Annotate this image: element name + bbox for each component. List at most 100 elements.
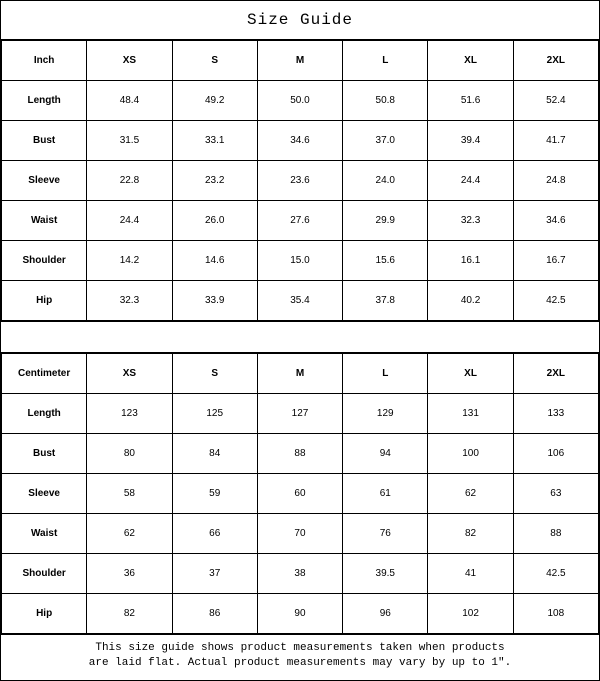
cell: 49.2 [172, 81, 257, 121]
size-col-xs: XS [87, 41, 172, 81]
cell: 22.8 [87, 161, 172, 201]
cell: 24.4 [87, 201, 172, 241]
cell: 127 [257, 394, 342, 434]
cell: 82 [87, 594, 172, 634]
cell: 16.7 [513, 241, 598, 281]
row-label: Bust [2, 121, 87, 161]
inch-header-row: Inch XS S M L XL 2XL [2, 41, 599, 81]
cell: 32.3 [87, 281, 172, 321]
cm-header-row: Centimeter XS S M L XL 2XL [2, 354, 599, 394]
cell: 27.6 [257, 201, 342, 241]
cell: 76 [343, 514, 428, 554]
table-row: Length 123 125 127 129 131 133 [2, 394, 599, 434]
cell: 70 [257, 514, 342, 554]
table-row: Bust 31.5 33.1 34.6 37.0 39.4 41.7 [2, 121, 599, 161]
cell: 29.9 [343, 201, 428, 241]
cell: 42.5 [513, 281, 598, 321]
cell: 33.9 [172, 281, 257, 321]
cell: 100 [428, 434, 513, 474]
size-col-s: S [172, 354, 257, 394]
cell: 108 [513, 594, 598, 634]
cell: 26.0 [172, 201, 257, 241]
cell: 14.2 [87, 241, 172, 281]
cell: 88 [513, 514, 598, 554]
row-label: Sleeve [2, 161, 87, 201]
cell: 50.0 [257, 81, 342, 121]
row-label: Length [2, 394, 87, 434]
table-row: Bust 80 84 88 94 100 106 [2, 434, 599, 474]
cell: 86 [172, 594, 257, 634]
cell: 36 [87, 554, 172, 594]
table-row: Waist 24.4 26.0 27.6 29.9 32.3 34.6 [2, 201, 599, 241]
cell: 82 [428, 514, 513, 554]
cell: 62 [87, 514, 172, 554]
row-label: Waist [2, 201, 87, 241]
cell: 34.6 [513, 201, 598, 241]
cell: 48.4 [87, 81, 172, 121]
cm-table: Centimeter XS S M L XL 2XL Length 123 12… [1, 353, 599, 634]
cell: 131 [428, 394, 513, 434]
cell: 102 [428, 594, 513, 634]
cell: 41 [428, 554, 513, 594]
size-col-2xl: 2XL [513, 41, 598, 81]
table-row: Shoulder 36 37 38 39.5 41 42.5 [2, 554, 599, 594]
cell: 34.6 [257, 121, 342, 161]
row-label: Length [2, 81, 87, 121]
cell: 38 [257, 554, 342, 594]
cell: 23.6 [257, 161, 342, 201]
footer-note: This size guide shows product measuremen… [1, 634, 599, 680]
cell: 24.0 [343, 161, 428, 201]
size-col-xl: XL [428, 41, 513, 81]
table-row: Shoulder 14.2 14.6 15.0 15.6 16.1 16.7 [2, 241, 599, 281]
cell: 62 [428, 474, 513, 514]
cell: 90 [257, 594, 342, 634]
cell: 59 [172, 474, 257, 514]
size-col-m: M [257, 41, 342, 81]
cell: 35.4 [257, 281, 342, 321]
cell: 15.6 [343, 241, 428, 281]
table-row: Length 48.4 49.2 50.0 50.8 51.6 52.4 [2, 81, 599, 121]
cell: 16.1 [428, 241, 513, 281]
row-label: Hip [2, 594, 87, 634]
unit-label-cm: Centimeter [2, 354, 87, 394]
inch-table: Inch XS S M L XL 2XL Length 48.4 49.2 50… [1, 40, 599, 321]
size-col-xl: XL [428, 354, 513, 394]
row-label: Waist [2, 514, 87, 554]
cell: 41.7 [513, 121, 598, 161]
row-label: Shoulder [2, 554, 87, 594]
cell: 88 [257, 434, 342, 474]
title: Size Guide [1, 1, 599, 40]
size-col-l: L [343, 354, 428, 394]
table-row: Sleeve 22.8 23.2 23.6 24.0 24.4 24.8 [2, 161, 599, 201]
cell: 52.4 [513, 81, 598, 121]
table-row: Hip 32.3 33.9 35.4 37.8 40.2 42.5 [2, 281, 599, 321]
cell: 15.0 [257, 241, 342, 281]
unit-label-inch: Inch [2, 41, 87, 81]
cell: 24.8 [513, 161, 598, 201]
cell: 106 [513, 434, 598, 474]
row-label: Shoulder [2, 241, 87, 281]
cell: 31.5 [87, 121, 172, 161]
cell: 96 [343, 594, 428, 634]
cell: 51.6 [428, 81, 513, 121]
cell: 37.0 [343, 121, 428, 161]
cell: 39.5 [343, 554, 428, 594]
cell: 37.8 [343, 281, 428, 321]
size-col-xs: XS [87, 354, 172, 394]
table-row: Waist 62 66 70 76 82 88 [2, 514, 599, 554]
cell: 129 [343, 394, 428, 434]
cell: 23.2 [172, 161, 257, 201]
footer-line-1: This size guide shows product measuremen… [95, 642, 504, 654]
cell: 50.8 [343, 81, 428, 121]
size-col-l: L [343, 41, 428, 81]
cell: 33.1 [172, 121, 257, 161]
size-col-s: S [172, 41, 257, 81]
size-col-m: M [257, 354, 342, 394]
cell: 14.6 [172, 241, 257, 281]
table-row: Hip 82 86 90 96 102 108 [2, 594, 599, 634]
cell: 125 [172, 394, 257, 434]
cell: 60 [257, 474, 342, 514]
cell: 94 [343, 434, 428, 474]
row-label: Sleeve [2, 474, 87, 514]
cell: 80 [87, 434, 172, 474]
